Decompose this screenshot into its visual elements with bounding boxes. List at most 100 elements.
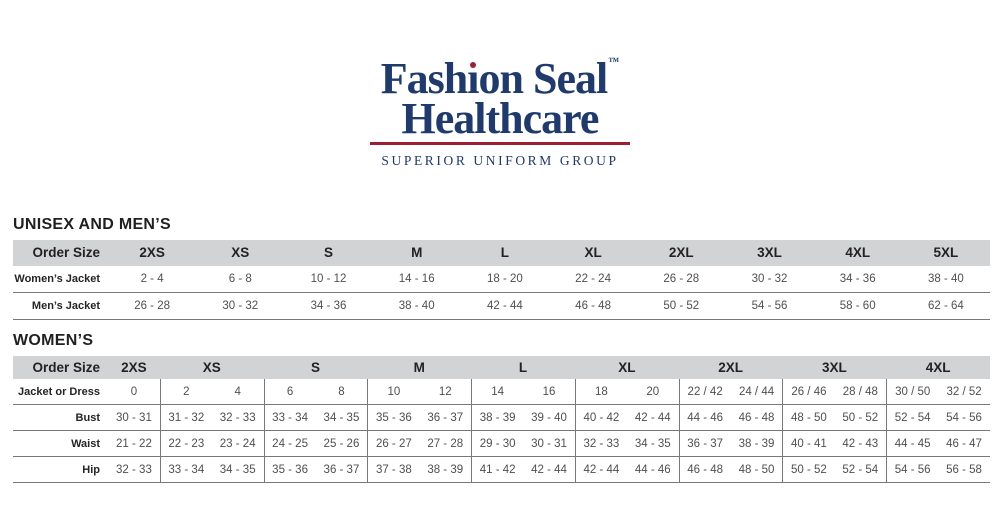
size-value: 58 - 60	[813, 293, 902, 320]
size-value: 36 - 37	[678, 431, 731, 457]
size-value: 25 - 26	[315, 431, 368, 457]
row-label: Men’s Jacket	[13, 293, 108, 320]
row-label: Hip	[13, 457, 108, 483]
size-value: 38 - 39	[730, 431, 783, 457]
size-value: 2 - 4	[108, 266, 197, 293]
size-value: 35 - 36	[367, 405, 420, 431]
size-value: 34 - 36	[813, 266, 902, 293]
size-value: 38 - 39	[471, 405, 524, 431]
size-column-header: 4XL	[813, 240, 902, 266]
size-value: 28 / 48	[834, 379, 887, 405]
size-value: 37 - 38	[367, 457, 420, 483]
size-value: 52 - 54	[834, 457, 887, 483]
unisex-mens-size-table: Order Size 2XS XS S M L XL 2XL 3XL 4XL 5XL Women’s …	[13, 240, 990, 320]
size-value: 46 - 48	[678, 457, 731, 483]
size-value: 46 - 48	[548, 293, 638, 320]
size-group-header: 3XL	[782, 356, 887, 379]
size-group-header: 2XS	[108, 356, 160, 379]
size-column-header: S	[284, 240, 373, 266]
size-value: 26 / 46	[782, 379, 835, 405]
size-value: 31 - 32	[159, 405, 212, 431]
size-value: 44 - 46	[678, 405, 731, 431]
size-value: 2	[159, 379, 212, 405]
size-value: 34 - 35	[315, 405, 368, 431]
size-value: 42 - 44	[626, 405, 679, 431]
size-value: 46 - 47	[938, 431, 990, 457]
row-label: Waist	[13, 431, 108, 457]
size-value: 36 - 37	[419, 405, 472, 431]
red-i-dot-icon	[469, 62, 476, 68]
size-value: 20	[626, 379, 679, 405]
size-value: 54 - 56	[886, 457, 939, 483]
brand-logo: Fashı on Seal™ Healthcare SUPERIOR UNIFOR…	[370, 42, 630, 169]
size-value: 18 - 20	[460, 266, 549, 293]
brand-tagline: SUPERIOR UNIFORM GROUP	[381, 153, 619, 168]
order-size-header: Order Size	[13, 240, 108, 266]
size-value: 26 - 27	[367, 431, 420, 457]
size-column-header: 5XL	[901, 240, 990, 266]
size-column-header: M	[372, 240, 461, 266]
size-value: 40 - 41	[782, 431, 835, 457]
size-value: 33 - 34	[263, 405, 316, 431]
size-value: 16	[523, 379, 575, 405]
size-value: 12	[419, 379, 472, 405]
size-value: 54 - 56	[725, 293, 814, 320]
size-value: 42 - 44	[574, 457, 627, 483]
size-value: 56 - 58	[938, 457, 990, 483]
size-value: 14 - 16	[372, 266, 461, 293]
size-value: 38 - 40	[372, 293, 461, 320]
brand-name-healthcare: Healthcare	[401, 94, 600, 143]
size-value: 33 - 34	[159, 457, 212, 483]
size-value: 27 - 28	[419, 431, 472, 457]
size-value: 42 - 44	[523, 457, 575, 483]
size-group-header: M	[367, 356, 472, 379]
brand-text-pre: Fash	[380, 54, 468, 103]
size-column-header: 3XL	[725, 240, 814, 266]
size-value: 52 - 54	[886, 405, 939, 431]
womens-size-table: Order Size 2XS XS S M L XL 2XL 3XL 4XL Jacket or D…	[13, 356, 990, 483]
size-value: 48 - 50	[730, 457, 783, 483]
size-value: 32 / 52	[938, 379, 990, 405]
size-value: 24 / 44	[730, 379, 783, 405]
womens-section: WOMEN’S Order Size 2XS XS S M L XL 2XL 3XL 4XL Jac…	[13, 332, 990, 483]
size-group-header: L	[471, 356, 575, 379]
size-group-header: XS	[159, 356, 264, 379]
size-value: 22 - 24	[548, 266, 638, 293]
brand-red-underline	[370, 142, 630, 145]
brand-letter-i: ı	[467, 54, 479, 103]
size-value: 4	[211, 379, 264, 405]
row-label: Women’s Jacket	[13, 266, 108, 293]
size-value: 46 - 48	[730, 405, 783, 431]
size-value: 26 - 28	[108, 293, 197, 320]
size-column-header: 2XL	[637, 240, 726, 266]
size-value: 54 - 56	[938, 405, 990, 431]
size-value: 34 - 35	[626, 431, 679, 457]
size-value: 36 - 37	[315, 457, 368, 483]
size-value: 32 - 33	[108, 457, 160, 483]
size-value: 22 - 23	[159, 431, 212, 457]
size-value: 14	[471, 379, 524, 405]
size-value: 34 - 35	[211, 457, 264, 483]
size-value: 10	[367, 379, 420, 405]
size-value: 50 - 52	[637, 293, 726, 320]
size-value: 18	[574, 379, 627, 405]
size-value: 21 - 22	[108, 431, 160, 457]
size-value: 38 - 39	[419, 457, 472, 483]
row-label: Bust	[13, 405, 108, 431]
size-column-header: 2XS	[108, 240, 197, 266]
section-title-womens: WOMEN’S	[13, 332, 94, 349]
row-label: Jacket or Dress	[13, 379, 108, 405]
size-value: 38 - 40	[901, 266, 990, 293]
size-value: 24 - 25	[263, 431, 316, 457]
size-value: 32 - 33	[574, 431, 627, 457]
size-value: 23 - 24	[211, 431, 264, 457]
size-value: 44 - 46	[626, 457, 679, 483]
size-value: 0	[108, 379, 160, 405]
size-column-header: XS	[196, 240, 285, 266]
size-group-header: S	[263, 356, 368, 379]
size-value: 22 / 42	[678, 379, 731, 405]
size-group-header: 4XL	[886, 356, 990, 379]
section-title-unisex-mens: UNISEX AND MEN’S	[13, 216, 172, 233]
trademark-symbol: ™	[608, 56, 620, 68]
size-value: 44 - 45	[886, 431, 939, 457]
